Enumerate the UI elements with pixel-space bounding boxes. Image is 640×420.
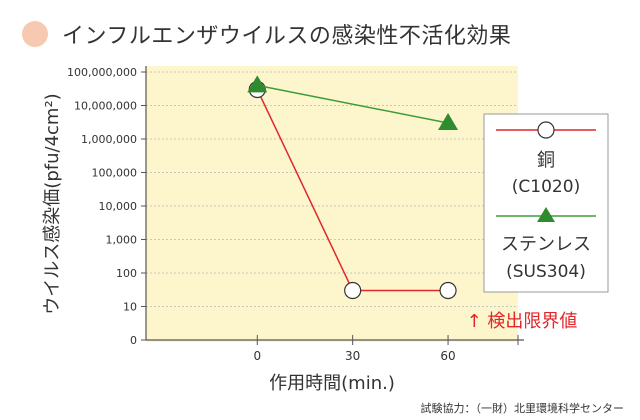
y-tick-label: 10,000 <box>99 200 138 213</box>
series-line <box>257 84 449 124</box>
legend-copper-sublabel: (C1020) <box>512 177 580 197</box>
data-point-triangle <box>247 75 268 93</box>
y-tick-label: 10,000,000 <box>74 100 137 113</box>
gridlines <box>146 71 518 307</box>
title-row: インフルエンザウイルスの感染性不活化効果 <box>22 14 511 54</box>
y-axis-label: ウイルス感染価(pfu/4cm²) <box>42 93 63 314</box>
data-point-circle <box>344 281 362 300</box>
y-tick-label: 100,000 <box>92 167 138 180</box>
y-tick-label: 0 <box>130 334 137 347</box>
legend-copper-marker <box>537 121 555 139</box>
legend: 銅 (C1020) ステンレス (SUS304) <box>483 113 609 293</box>
data-point-circle <box>439 281 457 300</box>
y-tick-label: 100 <box>116 267 137 280</box>
x-tick-labels: 0 30 60 <box>253 349 455 363</box>
y-tick-label: 10 <box>123 301 137 314</box>
y-tick-label: 1,000 <box>106 234 138 247</box>
plot-background <box>146 66 518 342</box>
legend-box <box>483 113 609 293</box>
legend-stainless-name: ステンレス <box>501 234 591 255</box>
y-tick-labels: 0 10 100 1,000 10,000 100,000 1,000,000 10,000,… <box>67 66 137 347</box>
data-point-triangle <box>438 113 459 131</box>
legend-copper-name: 銅 <box>537 150 555 171</box>
title-bullet-icon <box>22 21 48 47</box>
detection-limit-annotation: ↑ 検出限界値 <box>467 311 578 332</box>
y-tick-label: 100,000,000 <box>67 66 137 79</box>
x-axis-label: 作用時間(min.) <box>269 373 395 394</box>
series-group <box>247 75 459 300</box>
page-title: インフルエンザウイルスの感染性不活化効果 <box>62 24 512 49</box>
y-tick-label: 1,000,000 <box>81 133 137 146</box>
x-tick-label: 30 <box>345 349 360 363</box>
legend-stainless-sublabel: (SUS304) <box>506 262 586 282</box>
x-tick-label: 60 <box>440 349 455 363</box>
axes <box>141 66 524 345</box>
legend-stainless-marker <box>537 207 555 222</box>
credit-text: 試験協力：（一財）北里環境科学センター <box>420 402 625 415</box>
x-tick-label: 0 <box>253 349 261 363</box>
